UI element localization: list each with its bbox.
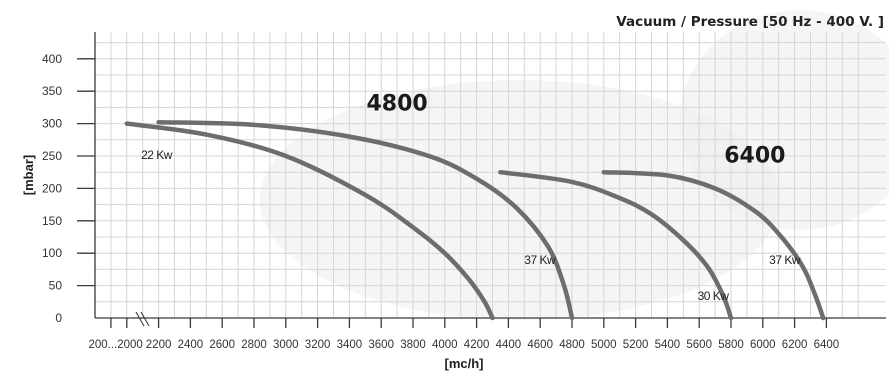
x-tick-label: 4400 — [496, 339, 522, 351]
curve-4800-22kw — [124, 121, 495, 321]
power-label: 37 Kw — [769, 253, 801, 267]
x-tick-label: 5600 — [686, 339, 712, 351]
y-tick-label: 200 — [42, 181, 62, 195]
model-label: 6400 — [724, 143, 785, 168]
x-tick-label: 3200 — [305, 339, 331, 351]
background-shading — [680, 10, 889, 230]
y-axis-label: [mbar] — [21, 155, 36, 195]
x-tick-label: 2400 — [178, 339, 204, 351]
labels: Vacuum / Pressure [50 Hz - 400 V. ] [mc/h… — [21, 14, 884, 371]
y-tick-label: 350 — [42, 84, 62, 98]
y-tick-label: 50 — [49, 279, 63, 293]
chart-title: Vacuum / Pressure [50 Hz - 400 V. ] — [616, 14, 884, 30]
x-tick-label: 2600 — [209, 339, 235, 351]
x-tick-label: 4600 — [527, 339, 553, 351]
axes: 0 50 100 150 200 250 300 350 400 200...2000 2200 24… — [42, 32, 886, 351]
x-tick-label: 6400 — [814, 339, 840, 351]
curves — [124, 120, 826, 321]
x-axis-label: [mc/h] — [445, 356, 484, 371]
x-tick-label: 3000 — [273, 339, 299, 351]
x-tick-label: 3800 — [400, 339, 426, 351]
x-tick-label: 4200 — [464, 339, 490, 351]
x-tick-label: 5000 — [591, 339, 617, 351]
power-label: 30 Kw — [698, 289, 730, 303]
x-tick-label: 3600 — [368, 339, 394, 351]
y-tick-label: 150 — [42, 214, 62, 228]
x-tick-label: 4000 — [432, 339, 458, 351]
axis-break-mark — [140, 311, 150, 327]
x-tick-label: 5400 — [655, 339, 681, 351]
power-label: 37 Kw — [524, 253, 556, 267]
x-tick-label: 5800 — [718, 339, 744, 351]
x-tick-label: 3400 — [337, 339, 363, 351]
curve-4800-37kw — [156, 120, 575, 321]
axis-break-mark — [135, 311, 145, 327]
x-tick-label: 200...2000 — [88, 339, 142, 351]
y-tick-label: 400 — [42, 52, 62, 66]
curve-6400-30kw — [498, 169, 734, 321]
x-tick-label: 4800 — [559, 339, 585, 351]
model-label: 4800 — [366, 92, 427, 117]
y-tick-label: 0 — [55, 311, 62, 325]
y-tick-label: 300 — [42, 117, 62, 131]
power-label: 22 Kw — [141, 148, 173, 162]
y-tick-label: 100 — [42, 246, 62, 260]
x-tick-label: 6200 — [782, 339, 808, 351]
curve-6400-37kw — [601, 169, 826, 321]
x-tick-label: 2800 — [241, 339, 267, 351]
x-tick-label: 2200 — [146, 339, 172, 351]
x-tick-label: 5200 — [623, 339, 649, 351]
y-tick-label: 250 — [42, 149, 62, 163]
x-tick-label: 6000 — [750, 339, 776, 351]
